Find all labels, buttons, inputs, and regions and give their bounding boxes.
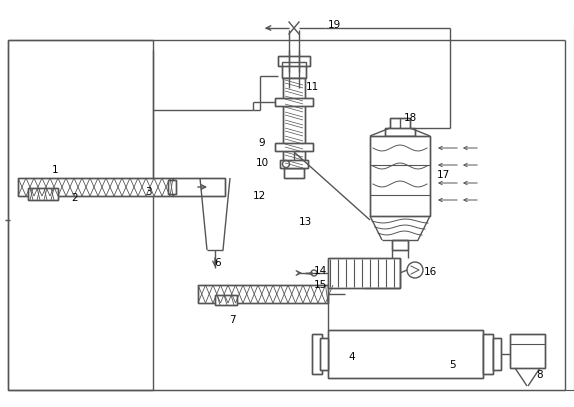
Bar (328, 330, 483, 378)
Text: 14: 14 (313, 266, 327, 276)
Bar (198, 285, 328, 303)
Text: 4: 4 (348, 352, 355, 362)
Bar (320, 338, 328, 370)
Bar (483, 334, 493, 374)
Bar (275, 98, 313, 106)
Bar (320, 338, 328, 370)
Bar (328, 258, 400, 288)
Text: 15: 15 (313, 280, 327, 290)
Bar (390, 118, 410, 130)
Bar (283, 78, 305, 168)
Bar (278, 56, 310, 66)
Bar (510, 334, 545, 368)
Bar (282, 62, 306, 78)
Text: 3: 3 (145, 187, 152, 197)
Bar (392, 240, 408, 250)
Bar (328, 330, 483, 378)
Text: 5: 5 (449, 360, 456, 370)
Bar (215, 295, 237, 305)
Text: 10: 10 (255, 158, 269, 168)
Text: 12: 12 (253, 191, 266, 201)
Bar (483, 334, 493, 374)
Text: 13: 13 (298, 217, 312, 227)
Bar (28, 188, 58, 200)
Bar (168, 180, 176, 194)
Bar (283, 78, 305, 168)
Bar (168, 180, 176, 194)
Bar (284, 168, 304, 178)
Text: 8: 8 (537, 370, 544, 380)
Bar (370, 136, 430, 216)
Bar (385, 128, 415, 136)
Bar (18, 178, 173, 196)
Text: 18: 18 (404, 113, 417, 123)
Bar (385, 128, 415, 136)
Bar (390, 118, 410, 130)
Text: 19: 19 (327, 20, 340, 30)
Bar (370, 136, 430, 216)
Bar (280, 160, 308, 168)
Bar (278, 56, 310, 66)
Bar (493, 338, 501, 370)
Bar (215, 295, 237, 305)
Bar (275, 98, 313, 106)
Text: 9: 9 (259, 138, 265, 148)
Text: 2: 2 (72, 193, 78, 203)
Text: 16: 16 (424, 267, 437, 277)
Bar (312, 334, 322, 374)
Bar (312, 334, 322, 374)
Bar (328, 258, 400, 288)
Bar (18, 178, 173, 196)
Bar (275, 143, 313, 151)
Bar (275, 143, 313, 151)
Bar (284, 168, 304, 178)
Bar (392, 240, 408, 250)
Bar (28, 188, 58, 200)
Text: 11: 11 (305, 82, 319, 92)
Bar (8, 40, 153, 390)
Text: 1: 1 (52, 165, 59, 175)
Text: 7: 7 (228, 315, 235, 325)
Bar (280, 160, 308, 168)
Text: 6: 6 (215, 258, 222, 268)
Bar (173, 178, 225, 196)
Bar (282, 62, 306, 78)
Bar (173, 178, 225, 196)
Bar (493, 338, 501, 370)
Bar (198, 285, 328, 303)
Text: 17: 17 (436, 170, 449, 180)
Bar (510, 334, 545, 368)
